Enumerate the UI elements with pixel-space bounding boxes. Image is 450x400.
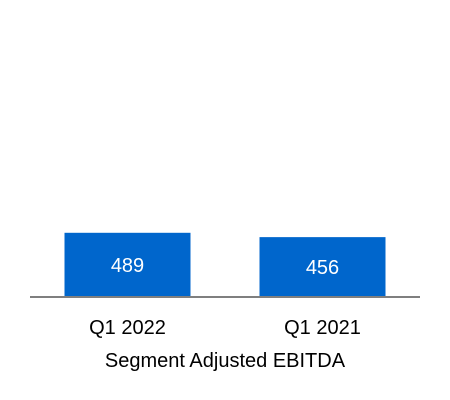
bar-q1-2021 (259, 237, 386, 297)
bar-value-label: 456 (306, 257, 339, 279)
x-axis-title: Segment Adjusted EBITDA (105, 350, 346, 372)
x-tick-label: Q1 2022 (89, 317, 166, 339)
bar-value-label: 489 (111, 255, 144, 277)
bar-q1-2022 (64, 232, 191, 297)
x-tick-label: Q1 2021 (284, 317, 361, 339)
x-tick-labels: Q1 2022 Q1 2021 (89, 317, 361, 339)
bars-group: 489 456 (64, 232, 386, 297)
